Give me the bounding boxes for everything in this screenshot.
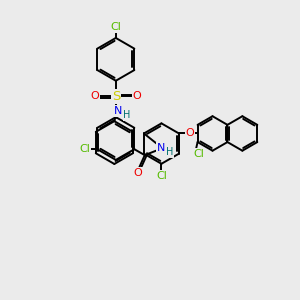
Text: N: N [157,143,165,153]
Text: S: S [112,90,120,103]
Text: O: O [90,91,99,101]
Text: H: H [166,147,173,157]
Text: O: O [134,168,142,178]
Text: O: O [186,128,195,139]
Text: N: N [114,106,123,116]
Text: Cl: Cl [110,22,121,32]
Text: Cl: Cl [156,171,167,181]
Text: Cl: Cl [80,144,90,154]
Text: Cl: Cl [194,149,205,159]
Text: O: O [133,91,142,101]
Text: H: H [123,110,131,120]
